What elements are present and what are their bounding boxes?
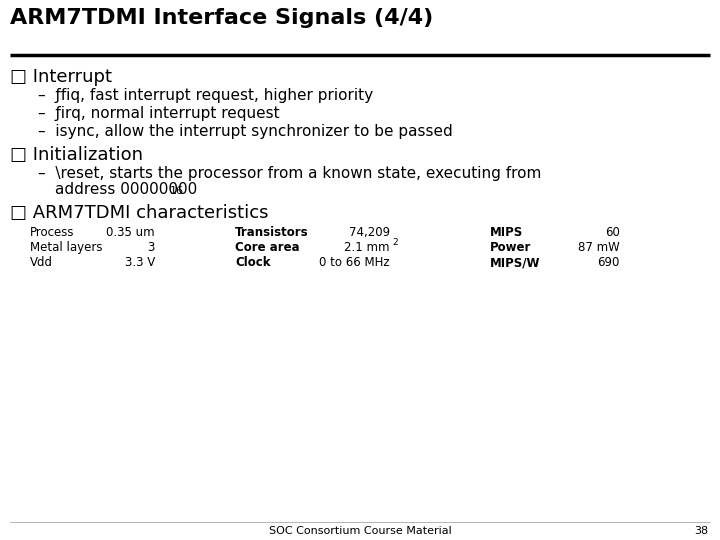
Text: Core area: Core area xyxy=(235,241,300,254)
Text: Process: Process xyxy=(30,226,74,239)
Text: □ ARM7TDMI characteristics: □ ARM7TDMI characteristics xyxy=(10,204,269,222)
Text: 87 mW: 87 mW xyxy=(578,241,620,254)
Text: 74,209: 74,209 xyxy=(349,226,390,239)
Text: Vdd: Vdd xyxy=(30,256,53,269)
Text: 0 to 66 MHz: 0 to 66 MHz xyxy=(320,256,390,269)
Text: MIPS/W: MIPS/W xyxy=(490,256,541,269)
Text: 60: 60 xyxy=(605,226,620,239)
Text: –  \reset, starts the processor from a known state, executing from: – \reset, starts the processor from a kn… xyxy=(38,166,541,181)
Text: 3.3 V: 3.3 V xyxy=(125,256,155,269)
Text: –  isync, allow the interrupt synchronizer to be passed: – isync, allow the interrupt synchronize… xyxy=(38,124,453,139)
Text: 2.1 mm: 2.1 mm xyxy=(344,241,390,254)
Text: Power: Power xyxy=(490,241,531,254)
Text: 16: 16 xyxy=(170,186,184,196)
Text: SOC Consortium Course Material: SOC Consortium Course Material xyxy=(269,526,451,536)
Text: –  ƒfiq, fast interrupt request, higher priority: – ƒfiq, fast interrupt request, higher p… xyxy=(38,88,373,103)
Text: 2: 2 xyxy=(392,238,397,247)
Text: Metal layers: Metal layers xyxy=(30,241,102,254)
Text: MIPS: MIPS xyxy=(490,226,523,239)
Text: □ Initialization: □ Initialization xyxy=(10,146,143,164)
Text: 690: 690 xyxy=(598,256,620,269)
Text: Transistors: Transistors xyxy=(235,226,309,239)
Text: □ Interrupt: □ Interrupt xyxy=(10,68,112,86)
Text: 38: 38 xyxy=(694,526,708,536)
Text: ARM7TDMI Interface Signals (4/4): ARM7TDMI Interface Signals (4/4) xyxy=(10,8,433,28)
Text: 3: 3 xyxy=(148,241,155,254)
Text: Clock: Clock xyxy=(235,256,271,269)
Text: –  ƒirq, normal interrupt request: – ƒirq, normal interrupt request xyxy=(38,106,279,121)
Text: 0.35 um: 0.35 um xyxy=(107,226,155,239)
Text: address 00000000: address 00000000 xyxy=(55,182,197,197)
